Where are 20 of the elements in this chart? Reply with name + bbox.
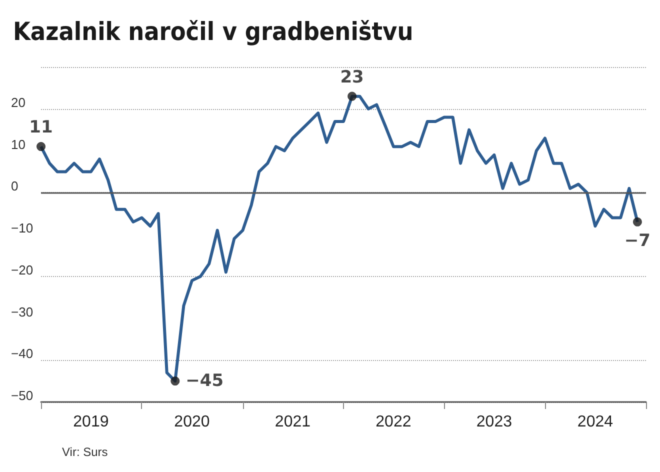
- annotation: 23: [340, 67, 364, 88]
- x-tick-label: 2019: [73, 414, 109, 430]
- x-tick-label: 2022: [376, 414, 412, 430]
- y-tick-label: −20: [11, 262, 34, 278]
- y-tick-label: −10: [11, 220, 34, 236]
- y-tick-label: −50: [11, 388, 34, 403]
- annotation: 11: [29, 118, 53, 138]
- y-tick-label: 10: [11, 136, 26, 152]
- text: Vir: Surs: [62, 445, 108, 459]
- x-tick-label: 2021: [274, 414, 311, 430]
- annotation: −7: [624, 230, 650, 251]
- y-tick-label: −40: [11, 346, 34, 362]
- x-tick-label: 2023: [476, 414, 512, 430]
- x-tick-label: 2024: [577, 414, 614, 430]
- y-tick-label: 20: [11, 94, 26, 110]
- annotation: −45: [186, 371, 224, 392]
- chart-title: Kazalnik naročil v gradbeništvu: [13, 17, 414, 46]
- y-tick-label: −30: [11, 304, 34, 320]
- x-tick-label: 2020: [174, 414, 210, 430]
- y-tick-label: 0: [11, 178, 18, 194]
